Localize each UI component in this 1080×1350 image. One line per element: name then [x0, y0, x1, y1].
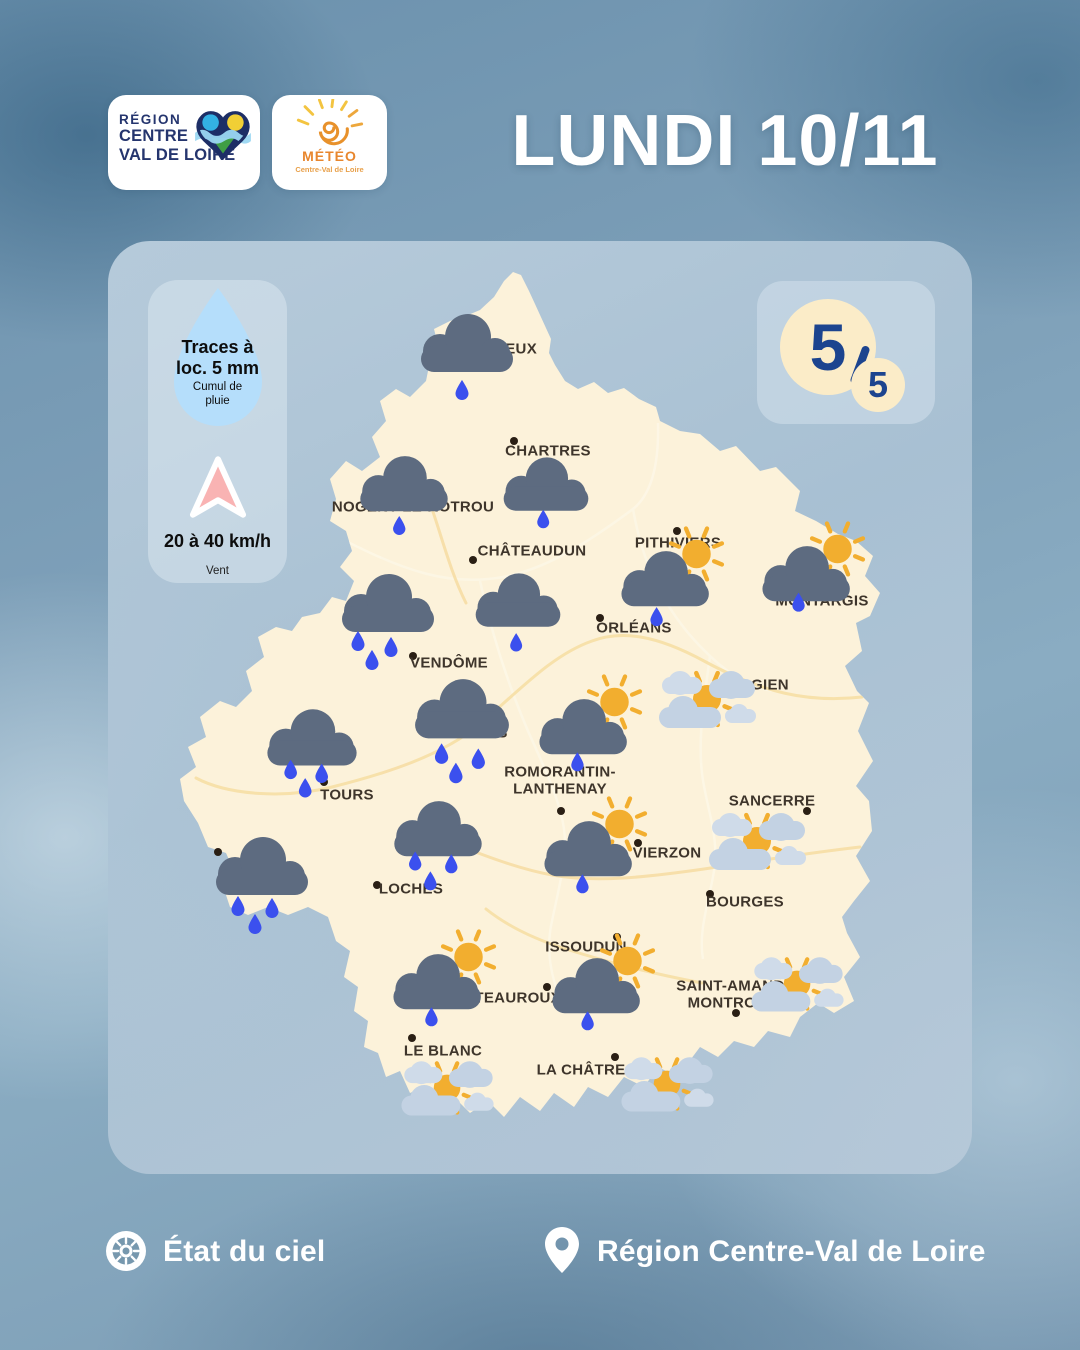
sun-clouds-icon [683, 789, 833, 929]
city-dot [673, 527, 681, 535]
sun-clouds-icon [377, 1039, 520, 1172]
rain-cloud-icon [392, 286, 542, 426]
meteo-logo-line1: MÉTÉO [302, 148, 357, 164]
city-dot [732, 1009, 740, 1017]
sun-cloud-rain-icon [369, 928, 512, 1061]
city-dot [596, 614, 604, 622]
region-logo-text: RÉGION CENTRE VAL DE LOIRE [119, 112, 235, 164]
rain-cloud-icon [239, 682, 385, 818]
sun-cloud-rain-icon [520, 795, 663, 928]
sun-clouds-icon [727, 935, 870, 1068]
city-dot [469, 556, 477, 564]
city-label: CHARTRES [505, 442, 591, 460]
city-label: LE BLANC [403, 1042, 483, 1060]
city-dot [803, 807, 811, 815]
rain-cloud-icon [367, 775, 510, 908]
heart-icon [195, 111, 251, 160]
location-pin-icon [545, 1227, 579, 1273]
city-label: LA CHÂTRE [536, 1061, 626, 1079]
meteo-logo-line2: Centre-Val de Loire [295, 165, 364, 174]
rain-cloud-icon [313, 546, 463, 686]
city-dot [373, 881, 381, 889]
city-dot [510, 437, 518, 445]
city-label: ROMORANTIN- [504, 763, 616, 781]
city-dot [557, 807, 565, 815]
weather-icon-layer [108, 241, 972, 1174]
footer-right-label: Région Centre-Val de Loire [597, 1235, 986, 1268]
map-card: DREUXCHARTRESNOGENT-LE-ROTROUCHÂTEAUDUNP… [108, 241, 972, 1174]
city-label: GIEN [751, 676, 789, 694]
city-label: BOURGES [706, 893, 784, 911]
rain-sub-line2: pluie [205, 395, 230, 408]
city-label: LANTHENAY [513, 780, 607, 798]
region-shape [180, 272, 880, 1117]
sun-cloud-rain-icon [515, 673, 658, 806]
city-dot [543, 983, 551, 991]
city-dot [611, 1053, 619, 1061]
sun-rays [112, 1237, 140, 1265]
city-dot [634, 839, 642, 847]
rain-cloud-icon [477, 432, 615, 561]
wind-speed-label: 20 à 40 km/h [163, 531, 272, 551]
city-label: TOURS [320, 786, 374, 804]
meteo-logo: MÉTÉO Centre-Val de Loire [272, 95, 387, 190]
rain-amount-line1: Traces à [181, 337, 254, 357]
footer-left-label: État du ciel [163, 1235, 326, 1268]
map-region-centre-val-de-loire [180, 272, 880, 1117]
rain-amount-line2: loc. 5 mm [175, 357, 260, 378]
city-dot [408, 1034, 416, 1042]
city-label: SANCERRE [728, 792, 816, 810]
city-label: VIERZON [632, 844, 702, 862]
page-title: LUNDI 10/11 [511, 101, 939, 181]
rain-cloud-icon [449, 548, 587, 677]
sun-clouds-icon [633, 647, 783, 787]
region-logo-line1: RÉGION [119, 112, 182, 127]
city-label: VENDÔME [410, 654, 488, 672]
rain-cloud-icon [187, 809, 337, 949]
region-logo: RÉGION CENTRE VAL DE LOIRE [108, 95, 260, 190]
sun-spiral-icon [296, 97, 363, 146]
rain-cloud-icon [333, 430, 476, 563]
rain-sub-line1: Cumul de [192, 381, 243, 394]
region-logo-line3: VAL DE LOIRE [119, 145, 236, 164]
sky-state-icon [106, 1231, 146, 1271]
score-max: 5 [851, 358, 905, 412]
rain-legend-text: Traces à loc. 5 mm Cumul de pluie [148, 337, 287, 409]
city-dot [706, 890, 714, 898]
sun-cloud-rain-icon [528, 932, 671, 1065]
region-logo-line2: CENTRE [119, 127, 189, 146]
city-layer: DREUXCHARTRESNOGENT-LE-ROTROUCHÂTEAUDUNP… [108, 241, 972, 1174]
sun-cloud-rain-icon [738, 520, 881, 653]
wind-sub-label: Vent [205, 565, 230, 577]
city-dot [214, 848, 222, 856]
city-dot [409, 652, 417, 660]
wind-direction-arrow-icon [189, 456, 247, 518]
city-label: CHÂTEAUDUN [477, 542, 587, 560]
confidence-score-badge: 5 5 [757, 281, 935, 424]
sun-cloud-rain-icon [597, 525, 740, 658]
rain-cloud-icon [386, 651, 539, 794]
legend-panel: Traces à loc. 5 mm Cumul de pluie 20 à 4… [148, 280, 287, 583]
sun-clouds-icon [597, 1035, 740, 1168]
raindrop-icon [174, 288, 262, 426]
